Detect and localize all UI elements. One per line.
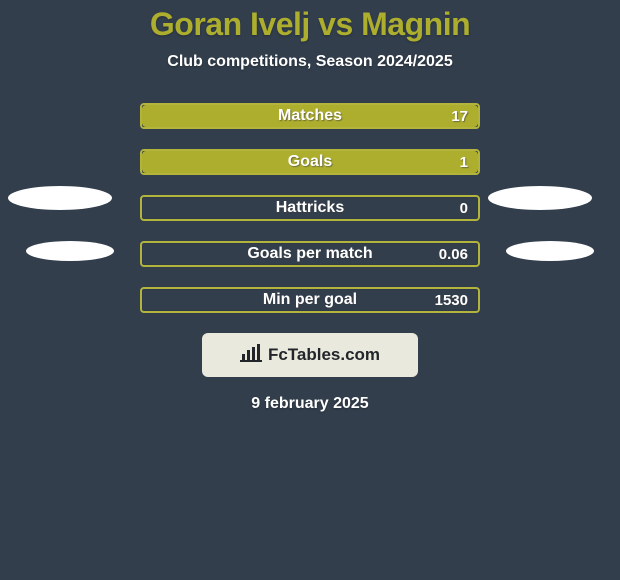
subtitle: Club competitions, Season 2024/2025	[0, 53, 620, 71]
right-top-ellipse	[488, 186, 592, 210]
left-bottom-ellipse	[26, 241, 114, 261]
brand-box: FcTables.com	[202, 333, 418, 377]
stat-value: 0.06	[439, 243, 468, 265]
left-top-ellipse	[8, 186, 112, 210]
stat-value: 1530	[435, 289, 468, 311]
stat-rows: Matches17 Goals1 Hattricks0 Goals per match…	[140, 103, 480, 313]
stat-row: Matches17	[140, 103, 480, 129]
stat-bar: Goals1	[140, 149, 480, 175]
stat-label: Goals per match	[142, 243, 478, 265]
stat-value: 0	[460, 197, 468, 219]
footer-date: 9 february 2025	[0, 395, 620, 413]
brand-text: FcTables.com	[268, 345, 380, 365]
stat-label: Goals	[142, 151, 478, 173]
page-title: Goran Ivelj vs Magnin	[0, 0, 620, 43]
stat-value: 1	[460, 151, 468, 173]
stat-value: 17	[451, 105, 468, 127]
stat-bar: Matches17	[140, 103, 480, 129]
stat-bar: Hattricks0	[140, 195, 480, 221]
stat-label: Hattricks	[142, 197, 478, 219]
stat-row: Goals1	[140, 149, 480, 175]
comparison-card: Goran Ivelj vs Magnin Club competitions,…	[0, 0, 620, 580]
stat-label: Min per goal	[142, 289, 478, 311]
stat-bar: Goals per match0.06	[140, 241, 480, 267]
right-bottom-ellipse	[506, 241, 594, 261]
chart-icon	[240, 344, 262, 367]
stat-row: Goals per match0.06	[140, 241, 480, 267]
stat-row: Hattricks0	[140, 195, 480, 221]
stat-bar: Min per goal1530	[140, 287, 480, 313]
stat-row: Min per goal1530	[140, 287, 480, 313]
stat-label: Matches	[142, 105, 478, 127]
